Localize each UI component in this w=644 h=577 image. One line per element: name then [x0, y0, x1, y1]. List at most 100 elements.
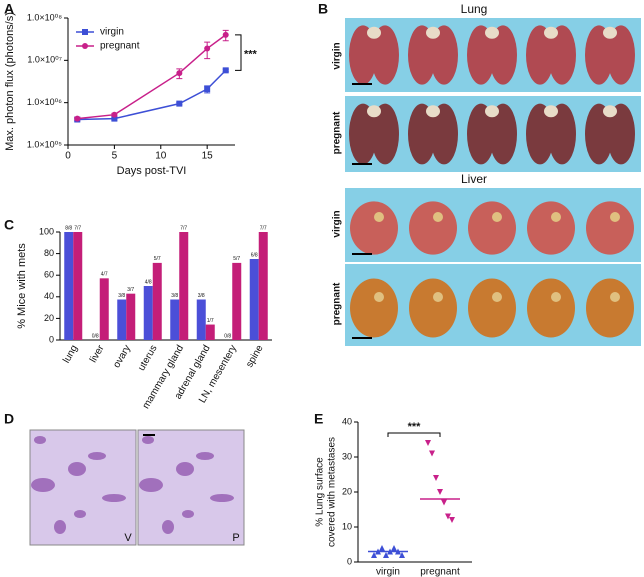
bar: [117, 299, 127, 340]
x-tick-label: virgin: [376, 567, 400, 577]
organ: [551, 292, 561, 302]
point: [441, 499, 447, 506]
significance-bracket: [235, 34, 242, 71]
annotation: ***: [408, 421, 422, 433]
bar: [64, 232, 74, 340]
organ: [585, 103, 613, 165]
series-line: [77, 69, 227, 121]
organ: [492, 212, 502, 222]
point: [74, 115, 81, 122]
organ: [350, 201, 398, 255]
bar: [196, 299, 206, 340]
legend-label: virgin: [100, 27, 124, 38]
y-tick-label: 1.0×10⁰⁵: [27, 139, 62, 149]
y-axis-label: % Lung surface: [315, 457, 326, 527]
x-tick-label: 15: [202, 151, 214, 162]
x-tick-label: ovary: [111, 343, 133, 370]
organ: [467, 103, 495, 165]
y-tick-label: 20: [342, 486, 352, 496]
histology-blob: [102, 494, 126, 502]
point: [437, 489, 443, 495]
y-tick-label: 1.0×10⁰⁶: [27, 97, 62, 107]
histology-blob: [34, 436, 46, 444]
organ: [350, 278, 398, 338]
point: [433, 475, 439, 481]
histology-blob: [142, 436, 154, 444]
organ: [430, 103, 458, 165]
panel-letter: B: [318, 1, 328, 17]
point: [222, 31, 229, 38]
value-label: 3/8: [118, 293, 125, 299]
organ: [485, 105, 499, 118]
value-label: 4/7: [101, 272, 108, 278]
organ: [544, 26, 558, 39]
panel-letter: A: [4, 1, 14, 17]
bar: [143, 286, 153, 340]
value-label: 1/7: [207, 318, 214, 324]
organ: [408, 25, 436, 85]
point: [379, 545, 385, 551]
organ: [433, 292, 443, 302]
histology-blob: [162, 520, 174, 534]
row-label: pregnant: [332, 111, 343, 154]
lung-title: Lung: [461, 2, 488, 16]
organ: [489, 25, 517, 85]
organ: [426, 105, 440, 118]
y-axis-label: Max. photon flux (photons/s): [4, 12, 16, 151]
organ: [426, 26, 440, 39]
organ: [544, 105, 558, 118]
y-tick-label: 0: [49, 334, 54, 344]
organ: [349, 25, 377, 85]
y-tick-label: 20: [44, 313, 54, 323]
organ: [468, 278, 516, 338]
bar: [249, 259, 259, 340]
value-label: 8/8: [65, 225, 72, 231]
organ: [430, 25, 458, 85]
image-label: V: [124, 532, 132, 544]
y-axis-label: % Mice with mets: [16, 243, 28, 329]
point: [383, 552, 389, 558]
value-label: 4/8: [145, 279, 152, 285]
y-tick-label: 0: [347, 556, 352, 566]
panel-letter: D: [4, 411, 14, 427]
histology-blob: [210, 494, 234, 502]
histology-blob: [196, 452, 214, 460]
value-label: 3/8: [198, 293, 205, 299]
point: [176, 100, 183, 107]
y-axis-label: covered with metastases: [327, 437, 338, 547]
bar: [205, 324, 215, 340]
legend-marker: [82, 43, 88, 49]
value-label: 7/7: [260, 225, 267, 231]
organ: [526, 25, 554, 85]
y-tick-label: 60: [44, 270, 54, 280]
point: [204, 45, 211, 52]
y-tick-label: 1.0×10⁰⁸: [27, 12, 62, 22]
panel-letter: C: [4, 217, 14, 233]
legend-label: pregnant: [100, 41, 140, 52]
y-tick-label: 40: [44, 291, 54, 301]
bar: [170, 299, 180, 340]
organ: [468, 201, 516, 255]
organ: [371, 25, 399, 85]
histology-blob: [68, 462, 86, 476]
value-label: 3/7: [127, 287, 134, 293]
panel-letter: E: [314, 411, 323, 427]
value-label: 6/8: [251, 252, 258, 258]
organ: [607, 25, 635, 85]
x-tick-label: 0: [65, 151, 71, 162]
organ: [367, 105, 381, 118]
x-tick-label: lung: [61, 343, 80, 365]
y-tick-label: 40: [342, 416, 352, 426]
organ: [586, 278, 634, 338]
organ: [526, 103, 554, 165]
point: [111, 111, 118, 118]
value-label: 5/7: [233, 256, 240, 262]
point: [449, 517, 455, 523]
row-label: virgin: [332, 210, 343, 237]
organ: [408, 103, 436, 165]
point: [222, 67, 229, 74]
value-label: 7/7: [74, 225, 81, 231]
organ: [603, 26, 617, 39]
bar: [99, 278, 109, 340]
